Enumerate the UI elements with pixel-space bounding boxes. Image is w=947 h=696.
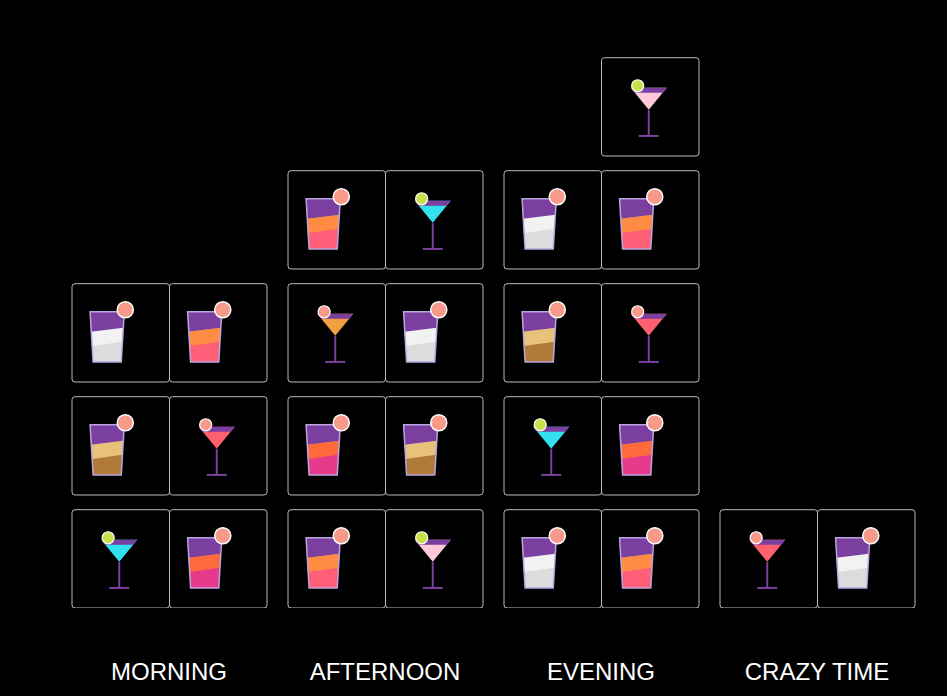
svg-text:EVENING: EVENING <box>547 658 655 685</box>
svg-text:MORNING: MORNING <box>111 658 227 685</box>
svg-text:CRAZY TIME: CRAZY TIME <box>745 658 889 685</box>
svg-text:AFTERNOON: AFTERNOON <box>310 658 461 685</box>
